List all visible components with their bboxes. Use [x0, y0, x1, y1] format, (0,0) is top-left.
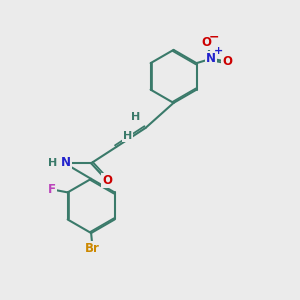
Text: +: + [214, 46, 223, 56]
Text: F: F [48, 183, 56, 196]
Text: H: H [131, 112, 140, 122]
Text: −: − [209, 31, 219, 44]
Text: H: H [123, 131, 132, 141]
Text: N: N [61, 156, 71, 169]
Text: O: O [222, 55, 233, 68]
Text: N: N [206, 52, 216, 65]
Text: Br: Br [85, 242, 100, 255]
Text: H: H [48, 158, 58, 168]
Text: O: O [102, 174, 112, 188]
Text: O: O [202, 36, 212, 49]
